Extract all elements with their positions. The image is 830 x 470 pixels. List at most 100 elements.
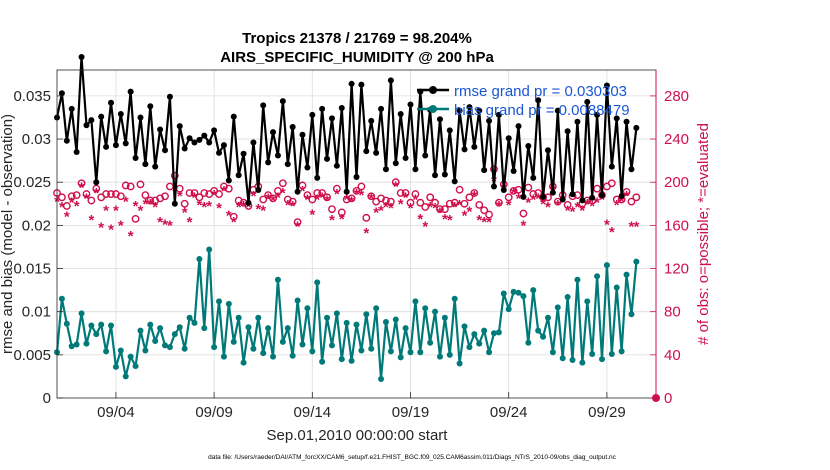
obs-evaluated-point-72: * <box>408 200 414 217</box>
rmse-point-45 <box>274 152 281 159</box>
bias-point-40 <box>250 345 257 352</box>
obs-evaluated-point-42: * <box>260 202 266 219</box>
bias-point-18 <box>142 347 149 354</box>
bias-point-118 <box>633 258 640 265</box>
bias-point-99 <box>540 333 547 340</box>
bias-point-23 <box>166 344 173 351</box>
obs-evaluated-point-75: * <box>422 218 428 235</box>
bias-point-114 <box>613 284 620 291</box>
bias-point-109 <box>589 350 596 357</box>
obs-evaluated-point-51: * <box>304 191 310 208</box>
obs-possible-point-15 <box>126 182 135 191</box>
rmse-point-6 <box>83 122 90 129</box>
y-left-tick-label-6: 0.03 <box>22 131 51 148</box>
obs-evaluated-point-40: * <box>250 188 256 205</box>
obs-possible-point-88 <box>485 210 493 219</box>
obs-evaluated-point-18: * <box>142 196 148 213</box>
bias-point-79 <box>441 314 448 321</box>
rmse-point-34 <box>220 142 227 149</box>
rmse-point-112 <box>603 82 610 89</box>
bias-point-117 <box>628 311 635 318</box>
obs-possible-point-97 <box>529 190 538 198</box>
obs-possible-point-64 <box>367 192 376 201</box>
obs-evaluated-point-98: * <box>535 190 541 207</box>
bias-point-87 <box>481 327 488 334</box>
rmse-point-89 <box>490 183 497 190</box>
obs-possible-point-55 <box>323 193 331 202</box>
obs-evaluated-point-45: * <box>275 189 281 206</box>
bias-point-28 <box>191 319 198 326</box>
obs-evaluated-point-73: * <box>412 191 418 208</box>
bias-point-101 <box>549 349 556 356</box>
legend-bias-marker <box>429 105 437 113</box>
rmse-point-54 <box>319 105 326 112</box>
rmse-point-105 <box>569 191 576 198</box>
bias-point-45 <box>274 276 281 283</box>
bias-point-70 <box>397 354 404 361</box>
obs-evaluated-point-1: * <box>59 199 65 216</box>
rmse-point-55 <box>324 155 331 162</box>
obs-evaluated-point-25: * <box>177 188 183 205</box>
obs-possible-point-82 <box>455 185 464 194</box>
obs-possible-point-96 <box>524 183 533 192</box>
obs-evaluated-point-9: * <box>98 220 104 237</box>
obs-evaluated-point-90: * <box>496 198 502 215</box>
bias-point-27 <box>186 314 193 321</box>
obs-evaluated-point-115: * <box>619 194 625 211</box>
bias-point-19 <box>147 321 154 328</box>
rmse-point-99 <box>540 193 547 200</box>
obs-evaluated-point-33: * <box>216 200 222 217</box>
bias-point-1 <box>58 295 65 302</box>
bias-point-75 <box>422 305 429 312</box>
obs-possible-point-72 <box>406 198 415 207</box>
rmse-point-59 <box>343 188 350 195</box>
obs-evaluated-point-62: * <box>358 187 364 204</box>
bias-point-115 <box>618 348 625 355</box>
bias-point-78 <box>436 353 443 360</box>
bias-point-89 <box>490 330 497 337</box>
bias-point-105 <box>569 357 576 364</box>
y-right-tick-label-2: 80 <box>664 304 681 321</box>
obs-evaluated-point-80: * <box>447 212 453 229</box>
rmse-point-43 <box>265 159 272 166</box>
obs-possible-point-68 <box>386 197 395 206</box>
rmse-point-41 <box>255 186 262 193</box>
rmse-point-30 <box>201 132 208 139</box>
obs-evaluated-point-37: * <box>236 199 242 216</box>
bias-point-61 <box>353 321 360 328</box>
bias-point-65 <box>373 305 380 312</box>
obs-evaluated-point-79: * <box>442 211 448 228</box>
y-right-tick-label-4: 160 <box>664 217 689 234</box>
rmse-point-66 <box>378 105 385 112</box>
obs-evaluated-point-4: * <box>74 198 80 215</box>
bias-point-48 <box>289 352 296 359</box>
obs-evaluated-point-64: * <box>368 190 374 207</box>
obs-possible-point-8 <box>92 184 101 193</box>
bias-point-59 <box>343 319 350 326</box>
bias-point-6 <box>83 340 90 347</box>
rmse-point-80 <box>446 127 453 134</box>
obs-possible-point-94 <box>514 185 523 194</box>
obs-possible-point-14 <box>121 181 130 190</box>
rmse-point-65 <box>373 149 380 156</box>
rmse-point-5 <box>78 54 85 61</box>
bias-point-9 <box>98 321 105 328</box>
obs-possible-point-36 <box>229 212 238 221</box>
obs-possible-point-54 <box>318 189 327 197</box>
obs-evaluated-point-85: * <box>471 188 477 205</box>
bias-point-50 <box>299 341 306 348</box>
bias-point-21 <box>157 325 164 332</box>
obs-possible-point-95 <box>519 209 528 218</box>
rmse-point-26 <box>181 145 188 152</box>
obs-possible-point-87 <box>480 206 489 215</box>
obs-evaluated-point-12: * <box>113 202 119 219</box>
obs-possible-point-85 <box>470 189 479 197</box>
bias-point-64 <box>368 345 375 352</box>
rmse-point-116 <box>623 118 630 125</box>
obs-evaluated-point-100: * <box>545 199 551 216</box>
bias-point-22 <box>162 342 169 349</box>
obs-evaluated-point-59: * <box>344 191 350 208</box>
obs-evaluated-point-55: * <box>324 193 330 210</box>
obs-evaluated-point-83: * <box>462 208 468 225</box>
obs-possible-point-78 <box>436 205 444 214</box>
